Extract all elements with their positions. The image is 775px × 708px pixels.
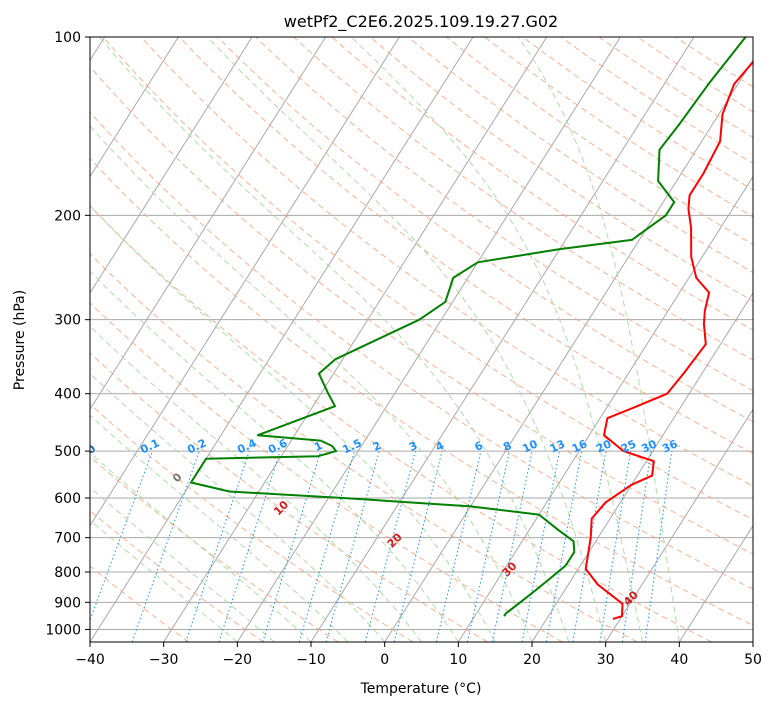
y-tick-label: 700 — [54, 531, 81, 547]
x-tick-label: −40 — [75, 652, 105, 668]
isotherm-line — [90, 37, 179, 178]
y-tick-label: 100 — [54, 30, 81, 46]
mixing-ratio-label: 25 — [619, 437, 638, 455]
dry-adiabat-line — [90, 111, 753, 590]
isotherm-line — [384, 59, 753, 642]
x-tick-label: 40 — [670, 652, 688, 668]
mixing-ratio-line — [262, 450, 322, 642]
moist-adiabat-line — [351, 37, 643, 642]
mixing-ratio-label: 30 — [639, 437, 659, 455]
dry-adiabat-line — [90, 205, 712, 642]
mixing-ratio-line — [298, 450, 355, 642]
moist-adiabat-line — [90, 205, 496, 642]
dry-adiabat-line — [90, 302, 563, 642]
x-tick-label: 50 — [744, 652, 762, 668]
moist-adiabat-line — [90, 486, 275, 642]
mixing-ratio-line — [393, 450, 443, 642]
dry-adiabat-line — [90, 158, 753, 627]
dry-adiabat-line — [178, 37, 753, 455]
isotherm-line — [310, 37, 695, 642]
dry-adiabat-line — [217, 37, 753, 423]
dewpoint-profile-line — [190, 37, 747, 617]
y-tick-label: 1000 — [45, 622, 81, 638]
mixing-ratio-line — [325, 450, 380, 642]
moist-adiabat-line — [90, 452, 312, 642]
mixing-ratio-line — [644, 451, 673, 642]
moist-adiabat-line — [207, 37, 607, 642]
y-tick-label: 500 — [54, 444, 81, 460]
isotherm-line — [457, 175, 753, 642]
mixing-ratio-line — [467, 450, 510, 642]
isotherm-line — [531, 292, 753, 642]
x-axis-label: Temperature (°C) — [360, 681, 482, 697]
y-tick-label: 200 — [54, 208, 81, 224]
moist-adiabat-line — [517, 37, 680, 642]
isotherm-line — [90, 37, 474, 642]
mixing-ratio-line — [364, 450, 416, 642]
mixing-ratio-line — [185, 450, 250, 642]
mixing-ratio-line — [545, 451, 583, 642]
isotherm-line — [90, 37, 327, 411]
dry-adiabat-label: -10 — [75, 442, 98, 465]
dry-adiabat-line — [102, 37, 753, 521]
dry-adiabat-line — [90, 456, 339, 642]
temperature-profile-line — [584, 60, 753, 620]
dry-adiabat-line — [90, 403, 414, 642]
mixing-ratio-line — [131, 450, 200, 642]
moist-adiabat-line — [90, 325, 422, 642]
dry-adiabat-line — [90, 565, 190, 642]
moist-adiabat-line — [90, 414, 349, 642]
data-layer — [190, 37, 753, 620]
x-tick-label: −30 — [149, 652, 179, 668]
mixing-ratio-line — [521, 451, 560, 642]
y-tick-label: 300 — [54, 313, 81, 329]
dry-adiabat-line — [369, 37, 753, 302]
mixing-ratio-line — [599, 451, 632, 642]
dry-adiabat-line — [90, 253, 638, 642]
isotherm-line — [90, 37, 400, 527]
y-tick-label: 600 — [54, 491, 81, 507]
isotherm-line — [678, 524, 753, 642]
mixing-ratio-line — [218, 450, 281, 642]
isotherm-line — [236, 37, 621, 642]
y-tick-label: 400 — [54, 387, 81, 403]
x-tick-label: 0 — [380, 652, 389, 668]
y-tick-label: 800 — [54, 565, 81, 581]
dry-adiabat-line — [90, 510, 264, 642]
mixing-ratio-label: 16 — [570, 437, 590, 455]
isotherm-line — [605, 408, 753, 642]
mixing-ratio-line — [435, 450, 482, 642]
mixing-ratio-label: 13 — [548, 437, 567, 455]
dry-adiabat-line — [255, 37, 753, 392]
dry-adiabat-line — [90, 352, 488, 642]
x-tick-label: −10 — [296, 652, 326, 668]
axis-layer: −40 −30 −20 −10 0 10 20 30 40 50 100 200 300 400 500 60… — [45, 30, 762, 668]
chart-title: wetPf2_C2E6.2025.109.19.27.G02 — [284, 12, 558, 32]
isotherm-line — [90, 37, 253, 294]
mixing-ratio-line — [491, 451, 533, 642]
x-tick-label: −20 — [223, 652, 253, 668]
moist-adiabat-line — [99, 37, 570, 642]
x-tick-label: 30 — [597, 652, 615, 668]
dry-adiabat-line — [331, 37, 753, 331]
mixing-ratio-line — [621, 451, 652, 642]
mixing-ratio-label: 36 — [660, 437, 680, 455]
moist-adiabat-line — [90, 270, 459, 642]
plot-frame — [89, 36, 754, 643]
mixing-ratio-label: 20 — [594, 437, 614, 455]
y-axis-label: Pressure (hPa) — [12, 290, 28, 390]
y-tick-label: 900 — [54, 595, 81, 611]
x-tick-label: 20 — [523, 652, 541, 668]
moist-adiabat-line — [90, 125, 533, 642]
x-tick-label: 10 — [449, 652, 467, 668]
mixing-ratio-label: 10 — [520, 437, 540, 455]
isotherm-line — [163, 37, 548, 642]
